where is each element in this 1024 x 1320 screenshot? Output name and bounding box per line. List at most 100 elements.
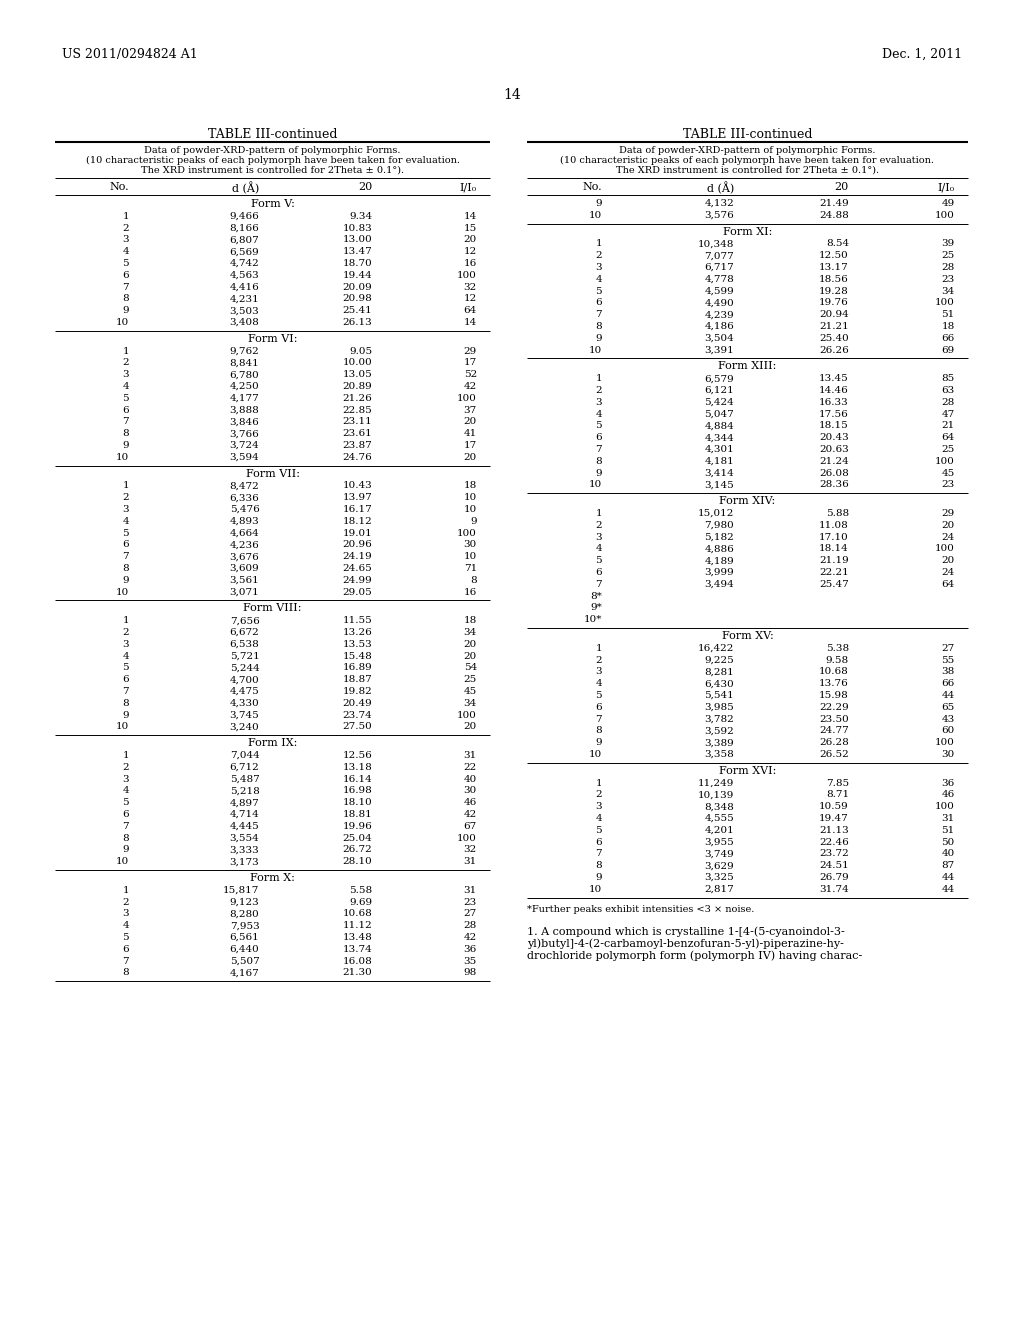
Text: 60: 60 <box>941 726 954 735</box>
Text: 10.59: 10.59 <box>819 803 849 812</box>
Text: 3: 3 <box>595 803 602 812</box>
Text: 2,817: 2,817 <box>705 884 734 894</box>
Text: 3: 3 <box>122 775 129 784</box>
Text: I/I₀: I/I₀ <box>460 182 477 191</box>
Text: 4,664: 4,664 <box>229 528 259 537</box>
Text: 27: 27 <box>464 909 477 919</box>
Text: 18.81: 18.81 <box>343 810 373 818</box>
Text: 6: 6 <box>122 540 129 549</box>
Text: 4: 4 <box>122 517 129 525</box>
Text: 2: 2 <box>122 359 129 367</box>
Text: 31: 31 <box>941 814 954 822</box>
Text: 37: 37 <box>464 405 477 414</box>
Text: 87: 87 <box>941 861 954 870</box>
Text: 41: 41 <box>464 429 477 438</box>
Text: 8: 8 <box>595 457 602 466</box>
Text: 6,807: 6,807 <box>229 235 259 244</box>
Text: 18: 18 <box>464 616 477 626</box>
Text: 7: 7 <box>122 822 129 830</box>
Text: 4: 4 <box>122 652 129 660</box>
Text: 5: 5 <box>122 259 129 268</box>
Text: 7: 7 <box>595 849 602 858</box>
Text: 4: 4 <box>122 921 129 931</box>
Text: 55: 55 <box>941 656 954 664</box>
Text: 51: 51 <box>941 310 954 319</box>
Text: 4,344: 4,344 <box>705 433 734 442</box>
Text: 3,408: 3,408 <box>229 318 259 327</box>
Text: Form VI:: Form VI: <box>248 334 297 343</box>
Text: Data of powder-XRD-pattern of polymorphic Forms.: Data of powder-XRD-pattern of polymorphi… <box>620 147 876 154</box>
Text: 85: 85 <box>941 374 954 383</box>
Text: 54: 54 <box>464 664 477 672</box>
Text: 10.43: 10.43 <box>343 482 373 491</box>
Text: 28: 28 <box>941 397 954 407</box>
Text: 26.79: 26.79 <box>819 873 849 882</box>
Text: 19.76: 19.76 <box>819 298 849 308</box>
Text: 3,325: 3,325 <box>705 873 734 882</box>
Text: 3,629: 3,629 <box>705 861 734 870</box>
Text: 25.40: 25.40 <box>819 334 849 343</box>
Text: 23: 23 <box>941 275 954 284</box>
Text: Dec. 1, 2011: Dec. 1, 2011 <box>882 48 962 61</box>
Text: 10: 10 <box>589 346 602 355</box>
Text: 6,561: 6,561 <box>229 933 259 942</box>
Text: yl)butyl]-4-(2-carbamoyl-benzofuran-5-yl)-piperazine-hy-: yl)butyl]-4-(2-carbamoyl-benzofuran-5-yl… <box>527 939 844 949</box>
Text: 22.29: 22.29 <box>819 702 849 711</box>
Text: 4,181: 4,181 <box>705 457 734 466</box>
Text: 16,422: 16,422 <box>698 644 734 653</box>
Text: 3,173: 3,173 <box>229 857 259 866</box>
Text: 4: 4 <box>122 247 129 256</box>
Text: 4,167: 4,167 <box>229 969 259 977</box>
Text: 4,475: 4,475 <box>229 686 259 696</box>
Text: 9*: 9* <box>590 603 602 612</box>
Text: 4: 4 <box>595 275 602 284</box>
Text: Form VII:: Form VII: <box>246 469 299 479</box>
Text: 6,440: 6,440 <box>229 945 259 954</box>
Text: 31.74: 31.74 <box>819 884 849 894</box>
Text: 13.18: 13.18 <box>343 763 373 772</box>
Text: 16.33: 16.33 <box>819 397 849 407</box>
Text: 35: 35 <box>464 957 477 966</box>
Text: 6: 6 <box>595 433 602 442</box>
Text: 7,953: 7,953 <box>229 921 259 931</box>
Text: 7: 7 <box>595 445 602 454</box>
Text: 3: 3 <box>595 532 602 541</box>
Text: 22.85: 22.85 <box>343 405 373 414</box>
Text: 4,189: 4,189 <box>705 556 734 565</box>
Text: 21.49: 21.49 <box>819 199 849 209</box>
Text: 44: 44 <box>941 884 954 894</box>
Text: 11.55: 11.55 <box>343 616 373 626</box>
Text: 3,999: 3,999 <box>705 568 734 577</box>
Text: 66: 66 <box>941 334 954 343</box>
Text: 100: 100 <box>935 803 954 812</box>
Text: 25.41: 25.41 <box>343 306 373 315</box>
Text: 9: 9 <box>122 710 129 719</box>
Text: 20: 20 <box>941 556 954 565</box>
Text: 2: 2 <box>122 763 129 772</box>
Text: 6,672: 6,672 <box>229 628 259 638</box>
Text: 21.13: 21.13 <box>819 826 849 834</box>
Text: 5: 5 <box>595 421 602 430</box>
Text: 23: 23 <box>941 480 954 490</box>
Text: 5,721: 5,721 <box>229 652 259 660</box>
Text: Form VIII:: Form VIII: <box>244 603 302 614</box>
Text: 2: 2 <box>122 898 129 907</box>
Text: 36: 36 <box>464 945 477 954</box>
Text: 4,714: 4,714 <box>229 810 259 818</box>
Text: 5,047: 5,047 <box>705 409 734 418</box>
Text: 9: 9 <box>470 517 477 525</box>
Text: 12: 12 <box>464 294 477 304</box>
Text: 1: 1 <box>595 239 602 248</box>
Text: Form XV:: Form XV: <box>722 631 773 642</box>
Text: 21: 21 <box>941 421 954 430</box>
Text: 7: 7 <box>122 552 129 561</box>
Text: 3,504: 3,504 <box>705 334 734 343</box>
Text: 39: 39 <box>941 239 954 248</box>
Text: 9,762: 9,762 <box>229 347 259 355</box>
Text: 31: 31 <box>464 751 477 760</box>
Text: 3,609: 3,609 <box>229 564 259 573</box>
Text: 4,490: 4,490 <box>705 298 734 308</box>
Text: 10: 10 <box>589 884 602 894</box>
Text: 15,012: 15,012 <box>698 510 734 517</box>
Text: 52: 52 <box>464 370 477 379</box>
